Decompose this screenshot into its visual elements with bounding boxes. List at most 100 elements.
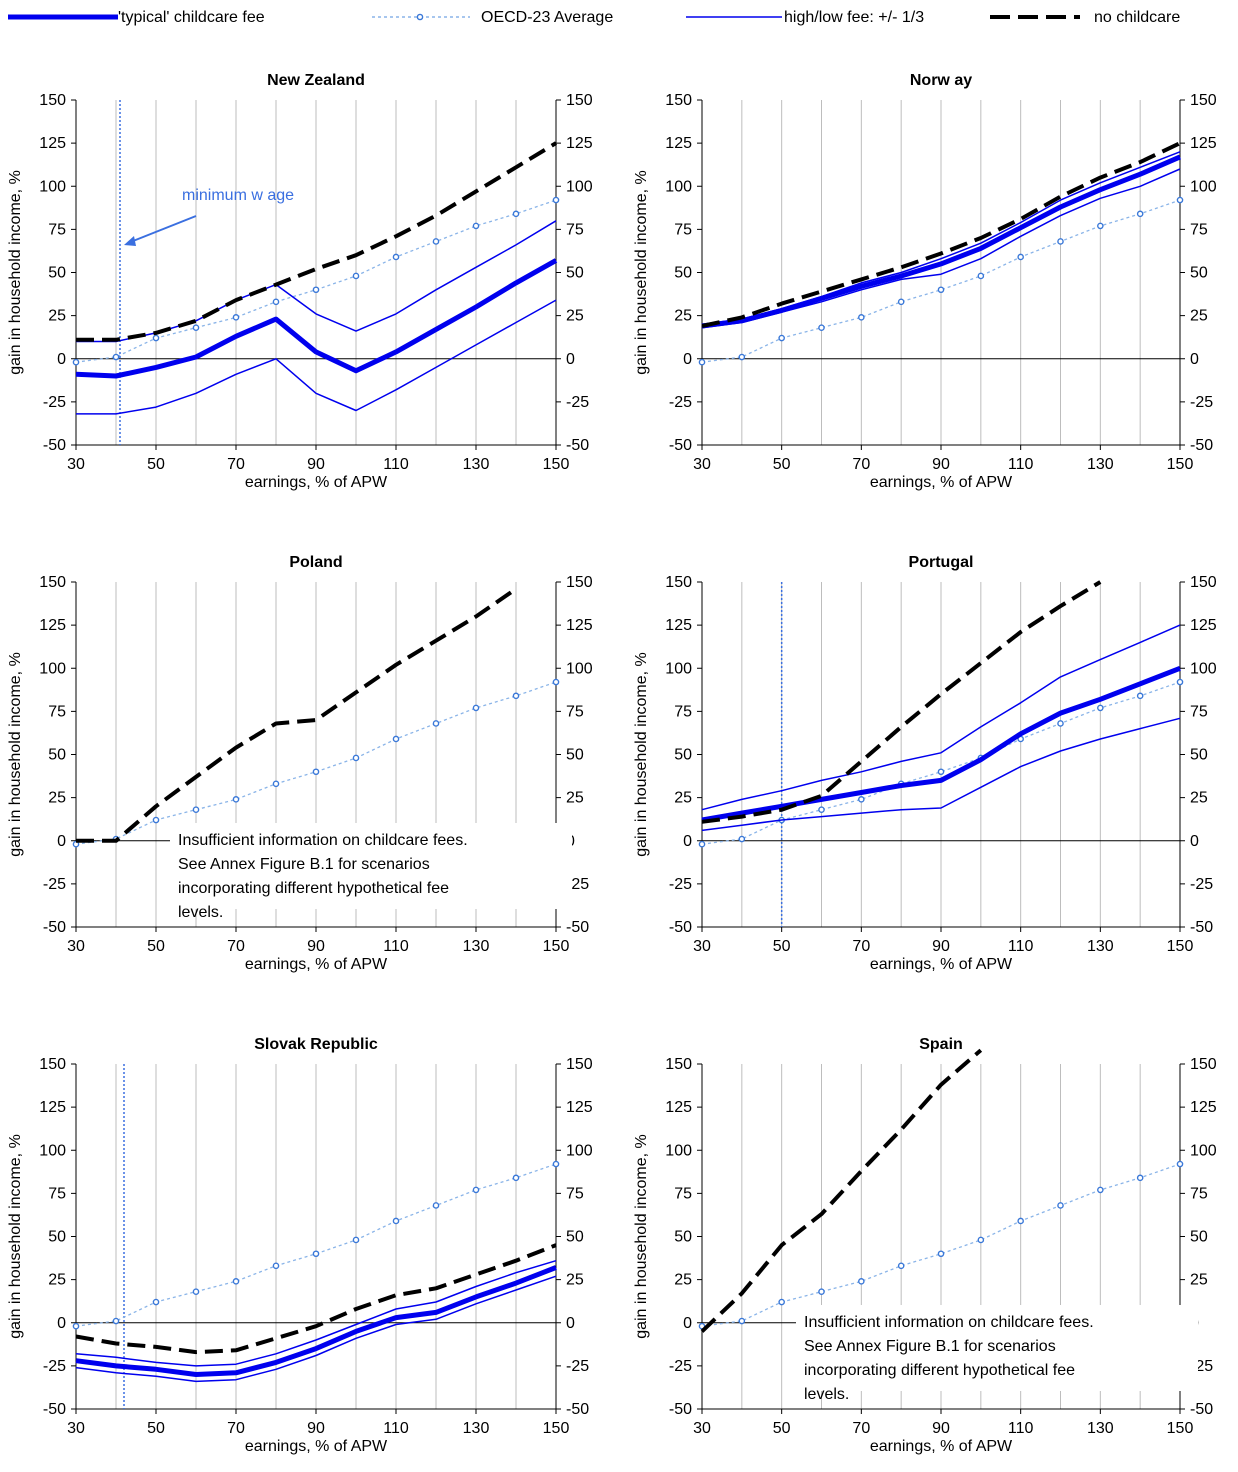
series-point-oecd-average <box>897 1262 905 1270</box>
y-axis-label: gain in household income, % <box>7 170 24 375</box>
y-tick-label: 75 <box>566 221 584 238</box>
series-point-oecd-average <box>552 196 560 204</box>
series-line-no-childcare <box>76 141 558 342</box>
y-tick-label: 125 <box>1190 1099 1217 1116</box>
note-text: Insufficient information on childcare fe… <box>178 832 468 921</box>
note-line: levels. <box>804 1386 849 1403</box>
y-axis-label: gain in household income, % <box>633 170 650 375</box>
series-point-oecd-average <box>112 353 120 361</box>
y-axis-label: gain in household income, % <box>7 652 24 857</box>
x-tick-label: 130 <box>463 456 490 473</box>
x-tick-label: 130 <box>463 1420 490 1437</box>
panel-title: Poland <box>289 554 342 571</box>
y-tick-label: -25 <box>669 876 692 893</box>
series-point-oecd-average <box>432 238 440 245</box>
series-point-oecd-average <box>192 806 200 814</box>
y-tick-label: 100 <box>665 1142 692 1159</box>
panel-title: Spain <box>919 1036 963 1053</box>
x-tick-label: 130 <box>1087 938 1114 955</box>
x-tick-label: 150 <box>543 1420 570 1437</box>
series-point-oecd-average <box>352 272 360 280</box>
y-tick-label: 125 <box>1190 617 1217 634</box>
series-line-high-low-fee <box>701 168 1181 329</box>
series-point-oecd-average <box>1017 253 1024 261</box>
x-tick-label: 30 <box>693 456 711 473</box>
y-tick-label: 50 <box>1190 747 1208 764</box>
x-tick-label: 90 <box>307 456 325 473</box>
y-tick-label: 50 <box>1190 265 1208 282</box>
chart-panel: -50 -50 -25 -25 0 0 25 25 50 50 75 75 100 100 125 125 15… <box>7 72 593 491</box>
series-point-oecd-average <box>1176 678 1184 686</box>
gridlines <box>741 582 1141 927</box>
y-axis-label: gain in household income, % <box>633 1134 650 1339</box>
x-tick-label: 110 <box>1008 456 1034 473</box>
y-tick-label: 100 <box>39 178 66 195</box>
y-tick-label: -25 <box>566 1358 589 1375</box>
series-point-oecd-average <box>512 1174 520 1182</box>
minimum-wage-annotation: minimum w age <box>182 187 294 204</box>
x-tick-label: 150 <box>1167 1420 1194 1437</box>
y-tick-label: 50 <box>1190 1229 1208 1246</box>
series-point-oecd-average <box>818 1288 825 1295</box>
y-tick-label: 150 <box>665 1056 692 1073</box>
legend-marker-oecd <box>416 13 424 21</box>
y-tick-label: 75 <box>566 703 584 720</box>
x-axis-label: earnings, % of APW <box>245 474 388 491</box>
series-line-no-childcare <box>701 580 1102 824</box>
series-point-oecd-average <box>312 1250 320 1258</box>
y-tick-label: -25 <box>43 394 66 411</box>
x-tick-label: 110 <box>383 1420 409 1437</box>
y-axis-label: gain in household income, % <box>7 1134 24 1339</box>
y-tick-label: 125 <box>39 135 66 152</box>
series-point-oecd-average <box>738 835 746 843</box>
series-point-oecd-average <box>232 314 240 321</box>
y-tick-label: 50 <box>674 1229 692 1246</box>
series-line-high-low-fee <box>76 299 557 415</box>
x-tick-label: 150 <box>543 938 570 955</box>
x-tick-label: 30 <box>67 1420 85 1437</box>
series-line-high-low-fee <box>701 717 1181 832</box>
y-tick-label: 150 <box>665 92 692 109</box>
series-line-no-childcare <box>700 1048 983 1333</box>
legend-label-nochild: no childcare <box>1094 9 1180 26</box>
y-tick-label: -50 <box>43 437 66 454</box>
series-point-oecd-average <box>1097 704 1104 712</box>
series-point-oecd-average <box>1136 210 1144 218</box>
series-point-oecd-average <box>352 1236 360 1244</box>
note-line: levels. <box>178 904 223 921</box>
y-tick-label: 25 <box>674 1272 692 1289</box>
series-line-high-low-fee <box>701 624 1181 811</box>
series-point-oecd-average <box>897 298 905 306</box>
note-line: See Annex Figure B.1 for scenarios <box>804 1338 1056 1355</box>
series-line-typical-fee <box>75 258 558 379</box>
y-tick-label: 25 <box>48 790 66 807</box>
note-box <box>170 823 572 909</box>
series-point-oecd-average <box>152 816 160 824</box>
y-tick-label: 100 <box>1190 1142 1217 1159</box>
y-tick-label: 150 <box>566 92 593 109</box>
series-point-oecd-average <box>392 735 400 743</box>
series-point-oecd-average <box>698 840 706 848</box>
panel-title: Slovak Republic <box>254 1036 378 1053</box>
series-point-oecd-average <box>937 286 945 294</box>
y-tick-label: -25 <box>669 1358 692 1375</box>
y-tick-label: 25 <box>674 308 692 325</box>
series-point-oecd-average <box>1097 1186 1104 1194</box>
x-tick-label: 90 <box>307 1420 325 1437</box>
series-point-oecd-average <box>738 353 746 361</box>
panel-title: New Zealand <box>267 72 365 89</box>
series-point-oecd-average <box>352 754 360 762</box>
series-point-oecd-average <box>72 358 80 366</box>
annotation-arrow <box>127 215 197 244</box>
series-point-oecd-average <box>977 1236 985 1244</box>
x-tick-label: 30 <box>693 938 711 955</box>
y-tick-label: 25 <box>566 790 584 807</box>
series-point-oecd-average <box>392 1217 400 1225</box>
x-tick-label: 70 <box>852 1420 870 1437</box>
y-tick-label: 0 <box>1190 351 1199 368</box>
y-tick-label: 25 <box>48 308 66 325</box>
y-tick-label: 125 <box>1190 135 1217 152</box>
y-tick-label: -25 <box>1190 394 1213 411</box>
y-tick-label: 125 <box>39 1099 66 1116</box>
series-line-typical-fee <box>701 154 1181 329</box>
